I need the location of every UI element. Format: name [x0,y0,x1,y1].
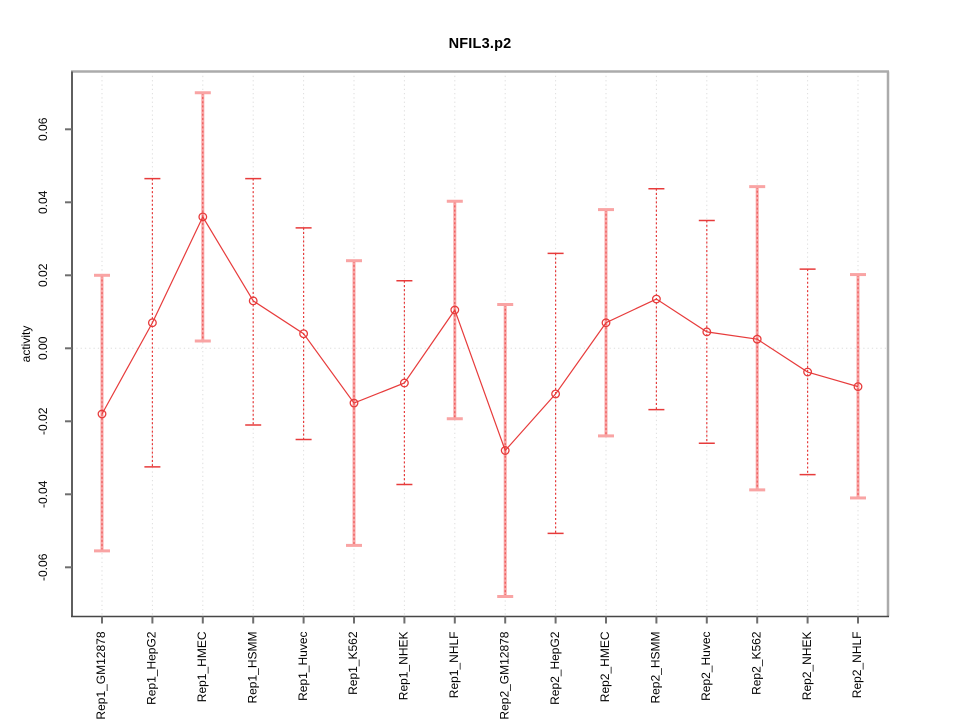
x-tick-label: Rep1_K562 [346,631,360,695]
data-point [399,378,409,388]
data-point [299,329,309,339]
y-tick-label: 0.02 [36,263,50,287]
chart-title: NFIL3.p2 [448,36,512,52]
x-tick-label: Rep2_NHLF [850,632,864,699]
x-tick-label: Rep2_GM12878 [497,631,511,719]
x-tick-label: Rep1_NHLF [447,632,461,699]
y-tick-label: -0.06 [36,553,50,581]
x-tick-label: Rep2_HepG2 [548,631,562,705]
series-line [101,215,859,452]
x-tick-label: Rep2_Huvec [699,632,713,701]
data-point [450,305,460,315]
data-point [803,367,813,377]
data-point [198,212,208,222]
y-tick-label: 0.04 [36,190,50,214]
x-tick-label: Rep2_NHEK [800,632,814,701]
data-point [853,382,863,392]
x-tick-label: Rep1_HepG2 [145,631,159,705]
x-tick-label: Rep2_K562 [749,631,763,695]
data-point [248,296,258,306]
y-tick-label: -0.04 [36,480,50,508]
data-point [702,327,712,337]
data-point [97,409,107,419]
x-tick-label: Rep1_NHEK [397,632,411,701]
data-point [551,389,561,399]
data-point [349,398,359,408]
x-tick-label: Rep2_HMEC [598,631,612,702]
y-tick-label: 0.00 [36,336,50,360]
data-point [500,446,510,455]
data-point [601,318,611,328]
x-tick-label: Rep1_Huvec [296,632,310,701]
y-tick-label: -0.02 [36,407,50,435]
x-tick-label: Rep1_HSMM [245,632,259,704]
data-point [651,294,661,304]
x-tick-label: Rep1_GM12878 [94,631,108,719]
data-point [147,318,157,328]
data-point [752,334,762,344]
y-tick-label: 0.06 [36,117,50,141]
x-tick-label: Rep1_HMEC [195,631,209,702]
x-tick-label: Rep2_HSMM [649,632,663,704]
